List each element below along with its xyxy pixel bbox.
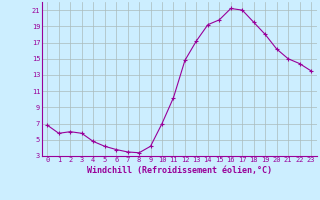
X-axis label: Windchill (Refroidissement éolien,°C): Windchill (Refroidissement éolien,°C) xyxy=(87,166,272,175)
